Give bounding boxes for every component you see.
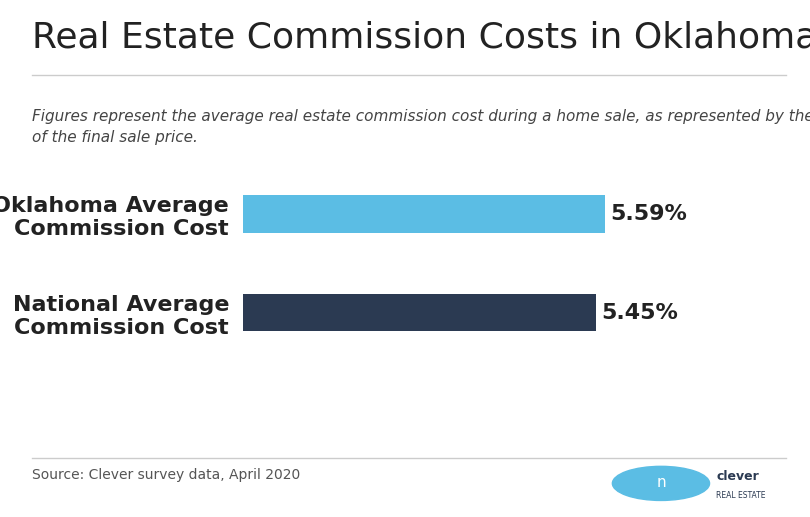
Bar [243, 294, 596, 331]
Text: clever: clever [716, 470, 759, 483]
Text: REAL ESTATE: REAL ESTATE [716, 491, 765, 500]
Bar [243, 195, 605, 233]
Text: Figures represent the average real estate commission cost during a home sale, as: Figures represent the average real estat… [32, 109, 810, 145]
Text: 5.45%: 5.45% [601, 302, 678, 323]
Text: 5.59%: 5.59% [611, 204, 688, 224]
Circle shape [612, 466, 710, 500]
Text: Real Estate Commission Costs in Oklahoma: Real Estate Commission Costs in Oklahoma [32, 20, 810, 54]
Text: Source: Clever survey data, April 2020: Source: Clever survey data, April 2020 [32, 468, 301, 482]
Text: n: n [656, 475, 666, 490]
